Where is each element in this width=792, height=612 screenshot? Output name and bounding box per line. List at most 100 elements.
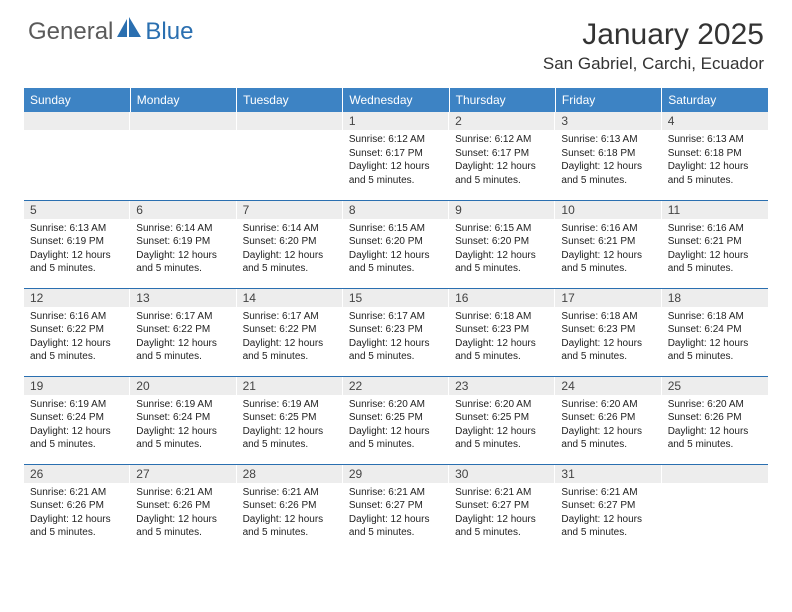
day-content: Sunrise: 6:12 AMSunset: 6:17 PMDaylight:… xyxy=(343,130,449,191)
calendar-day-cell: 20Sunrise: 6:19 AMSunset: 6:24 PMDayligh… xyxy=(130,376,236,464)
calendar-day-cell: 3 Sunrise: 6:13 AM Sunset: 6:18 PM Daylight… xyxy=(555,112,661,200)
day-number xyxy=(237,112,343,130)
calendar-day-cell: 23Sunrise: 6:20 AMSunset: 6:25 PMDayligh… xyxy=(449,376,555,464)
sunrise-line: Sunrise: 6:19 AM xyxy=(243,399,319,410)
day-number: 5 xyxy=(24,201,130,219)
day-number: 31 xyxy=(555,465,661,483)
sunrise-line: Sunrise: 6:14 AM xyxy=(243,223,319,234)
sunset-line: Sunset: 6:17 PM xyxy=(455,148,529,159)
day-number: 8 xyxy=(343,201,449,219)
day-number: 3 xyxy=(555,112,661,130)
calendar-day-cell: 9Sunrise: 6:15 AMSunset: 6:20 PMDaylight… xyxy=(449,200,555,288)
sunrise-line: Sunrise: 6:14 AM xyxy=(136,223,212,234)
day-number: 15 xyxy=(343,289,449,307)
sunset-line: Sunset: 6:26 PM xyxy=(30,500,104,511)
calendar-day-cell: 17Sunrise: 6:18 AMSunset: 6:23 PMDayligh… xyxy=(555,288,661,376)
sunset-line: Sunset: 6:20 PM xyxy=(349,236,423,247)
sunset-line: Sunset: 6:24 PM xyxy=(668,324,742,335)
sunset-line: Sunset: 6:27 PM xyxy=(561,500,635,511)
daylight-line: Daylight: 12 hours and 5 minutes. xyxy=(455,161,536,186)
sunset-line: Sunset: 6:18 PM xyxy=(668,148,742,159)
daylight-line: Daylight: 12 hours and 5 minutes. xyxy=(561,426,642,451)
sunset-line: Sunset: 6:25 PM xyxy=(349,412,423,423)
daylight-line: Daylight: 12 hours and 5 minutes. xyxy=(136,514,217,539)
sunset-line: Sunset: 6:25 PM xyxy=(243,412,317,423)
day-content: Sunrise: 6:18 AMSunset: 6:23 PMDaylight:… xyxy=(555,307,661,368)
day-content: Sunrise: 6:12 AM Sunset: 6:17 PM Daylight:… xyxy=(449,130,555,191)
sunrise-line: Sunrise: 6:12 AM xyxy=(455,134,531,145)
weekday-header: Sunday xyxy=(24,88,130,112)
day-content: Sunrise: 6:16 AMSunset: 6:21 PMDaylight:… xyxy=(662,219,768,280)
daylight-line: Daylight: 12 hours and 5 minutes. xyxy=(243,338,324,363)
day-content: Sunrise: 6:19 AMSunset: 6:24 PMDaylight:… xyxy=(130,395,236,456)
sunrise-line: Sunrise: 6:20 AM xyxy=(668,399,744,410)
sunrise-line: Sunrise: 6:19 AM xyxy=(30,399,106,410)
sunrise-line: Sunrise: 6:21 AM xyxy=(349,487,425,498)
sunrise-line: Sunrise: 6:21 AM xyxy=(136,487,212,498)
sunset-line: Sunset: 6:27 PM xyxy=(349,500,423,511)
sunset-line: Sunset: 6:23 PM xyxy=(349,324,423,335)
sunrise-line: Sunrise: 6:16 AM xyxy=(561,223,637,234)
page-title: January 2025 xyxy=(543,18,764,52)
day-content: Sunrise: 6:20 AMSunset: 6:25 PMDaylight:… xyxy=(343,395,449,456)
daylight-line: Daylight: 12 hours and 5 minutes. xyxy=(561,161,642,186)
daylight-line: Daylight: 12 hours and 5 minutes. xyxy=(349,161,430,186)
sunrise-line: Sunrise: 6:16 AM xyxy=(668,223,744,234)
daylight-line: Daylight: 12 hours and 5 minutes. xyxy=(455,514,536,539)
sunset-line: Sunset: 6:21 PM xyxy=(561,236,635,247)
calendar-day-cell: 7 Sunrise: 6:14 AM Sunset: 6:20 PM Daylight… xyxy=(237,200,343,288)
day-number: 26 xyxy=(24,465,130,483)
calendar-day-cell: 12Sunrise: 6:16 AMSunset: 6:22 PMDayligh… xyxy=(24,288,130,376)
calendar-day-cell xyxy=(130,112,236,200)
daylight-line: Daylight: 12 hours and 5 minutes. xyxy=(455,250,536,275)
day-content: Sunrise: 6:21 AMSunset: 6:27 PMDaylight:… xyxy=(449,483,555,544)
sunset-line: Sunset: 6:24 PM xyxy=(136,412,210,423)
calendar-day-cell: 24Sunrise: 6:20 AMSunset: 6:26 PMDayligh… xyxy=(555,376,661,464)
sunrise-line: Sunrise: 6:21 AM xyxy=(561,487,637,498)
calendar-day-cell: 25Sunrise: 6:20 AMSunset: 6:26 PMDayligh… xyxy=(662,376,768,464)
calendar-day-cell: 13Sunrise: 6:17 AMSunset: 6:22 PMDayligh… xyxy=(130,288,236,376)
day-content: Sunrise: 6:21 AM Sunset: 6:27 PM Daylight:… xyxy=(555,483,661,544)
calendar-week-row: 19Sunrise: 6:19 AMSunset: 6:24 PMDayligh… xyxy=(24,376,768,464)
day-number xyxy=(662,465,768,483)
day-content: Sunrise: 6:21 AMSunset: 6:27 PMDaylight:… xyxy=(343,483,449,544)
day-number: 20 xyxy=(130,377,236,395)
calendar-day-cell: 5Sunrise: 6:13 AMSunset: 6:19 PMDaylight… xyxy=(24,200,130,288)
sunset-line: Sunset: 6:25 PM xyxy=(455,412,529,423)
day-number: 14 xyxy=(237,289,343,307)
sunset-line: Sunset: 6:18 PM xyxy=(561,148,635,159)
sunset-line: Sunset: 6:20 PM xyxy=(243,236,317,247)
calendar-header-row: SundayMondayTuesdayWednesdayThursdayFrid… xyxy=(24,88,768,112)
sunset-line: Sunset: 6:26 PM xyxy=(136,500,210,511)
daylight-line: Daylight: 12 hours and 5 minutes. xyxy=(136,426,217,451)
sunrise-line: Sunrise: 6:13 AM xyxy=(668,134,744,145)
day-content: Sunrise: 6:21 AM Sunset: 6:26 PM Daylight:… xyxy=(130,483,236,544)
sunrise-line: Sunrise: 6:21 AM xyxy=(30,487,106,498)
sunset-line: Sunset: 6:20 PM xyxy=(455,236,529,247)
calendar-day-cell xyxy=(24,112,130,200)
day-content: Sunrise: 6:20 AMSunset: 6:25 PMDaylight:… xyxy=(449,395,555,456)
logo-text-general: General xyxy=(28,18,113,46)
day-number: 16 xyxy=(449,289,555,307)
header: General Blue January 2025 San Gabriel, C… xyxy=(0,0,792,82)
day-number: 24 xyxy=(555,377,661,395)
day-content: Sunrise: 6:17 AMSunset: 6:23 PMDaylight:… xyxy=(343,307,449,368)
daylight-line: Daylight: 12 hours and 5 minutes. xyxy=(561,514,642,539)
calendar-day-cell: 18Sunrise: 6:18 AMSunset: 6:24 PMDayligh… xyxy=(662,288,768,376)
sunset-line: Sunset: 6:22 PM xyxy=(30,324,104,335)
sunrise-line: Sunrise: 6:13 AM xyxy=(561,134,637,145)
sunset-line: Sunset: 6:22 PM xyxy=(136,324,210,335)
sunrise-line: Sunrise: 6:17 AM xyxy=(136,311,212,322)
day-number: 7 xyxy=(237,201,343,219)
day-number: 2 xyxy=(449,112,555,130)
calendar-day-cell: 31 Sunrise: 6:21 AM Sunset: 6:27 PM Dayligh… xyxy=(555,464,661,552)
daylight-line: Daylight: 12 hours and 5 minutes. xyxy=(668,250,749,275)
day-content: Sunrise: 6:17 AMSunset: 6:22 PMDaylight:… xyxy=(237,307,343,368)
sunset-line: Sunset: 6:26 PM xyxy=(561,412,635,423)
day-content: Sunrise: 6:16 AMSunset: 6:22 PMDaylight:… xyxy=(24,307,130,368)
day-number: 11 xyxy=(662,201,768,219)
daylight-line: Daylight: 12 hours and 5 minutes. xyxy=(30,338,111,363)
sunrise-line: Sunrise: 6:15 AM xyxy=(455,223,531,234)
daylight-line: Daylight: 12 hours and 5 minutes. xyxy=(243,250,324,275)
sunrise-line: Sunrise: 6:17 AM xyxy=(349,311,425,322)
